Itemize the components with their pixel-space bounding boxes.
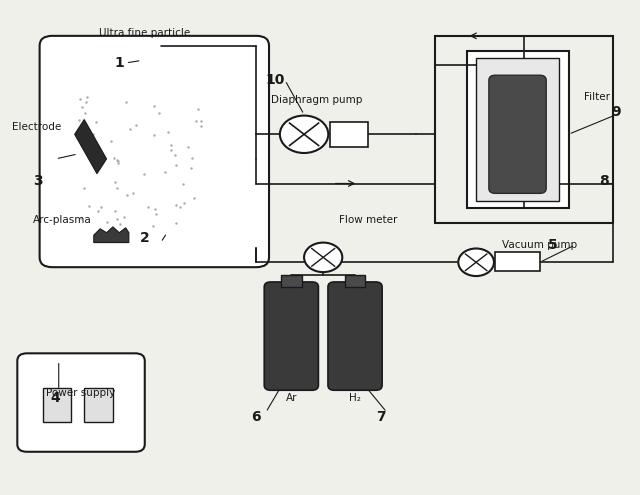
FancyBboxPatch shape bbox=[328, 282, 382, 390]
Text: 9: 9 bbox=[611, 105, 621, 119]
Bar bbox=[435, 36, 613, 223]
Text: 3: 3 bbox=[33, 174, 43, 188]
Text: Flow meter: Flow meter bbox=[339, 215, 397, 225]
FancyBboxPatch shape bbox=[17, 353, 145, 452]
Text: 8: 8 bbox=[598, 174, 609, 188]
Bar bbox=[495, 252, 540, 271]
Bar bbox=[281, 275, 301, 287]
Text: Arc-plasma: Arc-plasma bbox=[33, 215, 92, 225]
FancyBboxPatch shape bbox=[264, 282, 319, 390]
FancyBboxPatch shape bbox=[489, 75, 546, 194]
Bar bbox=[43, 388, 72, 422]
FancyBboxPatch shape bbox=[40, 36, 269, 267]
Bar bbox=[330, 122, 368, 147]
Text: 10: 10 bbox=[266, 73, 285, 87]
Text: Diaphragm pump: Diaphragm pump bbox=[271, 95, 362, 105]
Text: H₂: H₂ bbox=[349, 393, 361, 402]
Text: 6: 6 bbox=[252, 410, 261, 424]
Bar bbox=[476, 58, 559, 201]
Bar bbox=[345, 275, 365, 287]
Text: 7: 7 bbox=[376, 410, 385, 424]
Text: Electrode: Electrode bbox=[12, 122, 61, 132]
Text: Ultra fine particle: Ultra fine particle bbox=[99, 28, 190, 39]
Text: 1: 1 bbox=[115, 56, 124, 70]
Text: 5: 5 bbox=[548, 238, 557, 252]
Circle shape bbox=[280, 116, 328, 153]
Circle shape bbox=[458, 248, 494, 276]
Polygon shape bbox=[75, 119, 106, 174]
Text: 2: 2 bbox=[140, 231, 150, 245]
Text: Vacuum pump: Vacuum pump bbox=[502, 240, 577, 250]
Polygon shape bbox=[94, 227, 129, 243]
Text: 4: 4 bbox=[51, 391, 60, 404]
Text: Filter: Filter bbox=[584, 93, 610, 102]
Text: Power supply: Power supply bbox=[47, 388, 116, 397]
Circle shape bbox=[304, 243, 342, 272]
Bar bbox=[84, 388, 113, 422]
Bar bbox=[467, 50, 568, 208]
Text: Ar: Ar bbox=[285, 393, 297, 402]
